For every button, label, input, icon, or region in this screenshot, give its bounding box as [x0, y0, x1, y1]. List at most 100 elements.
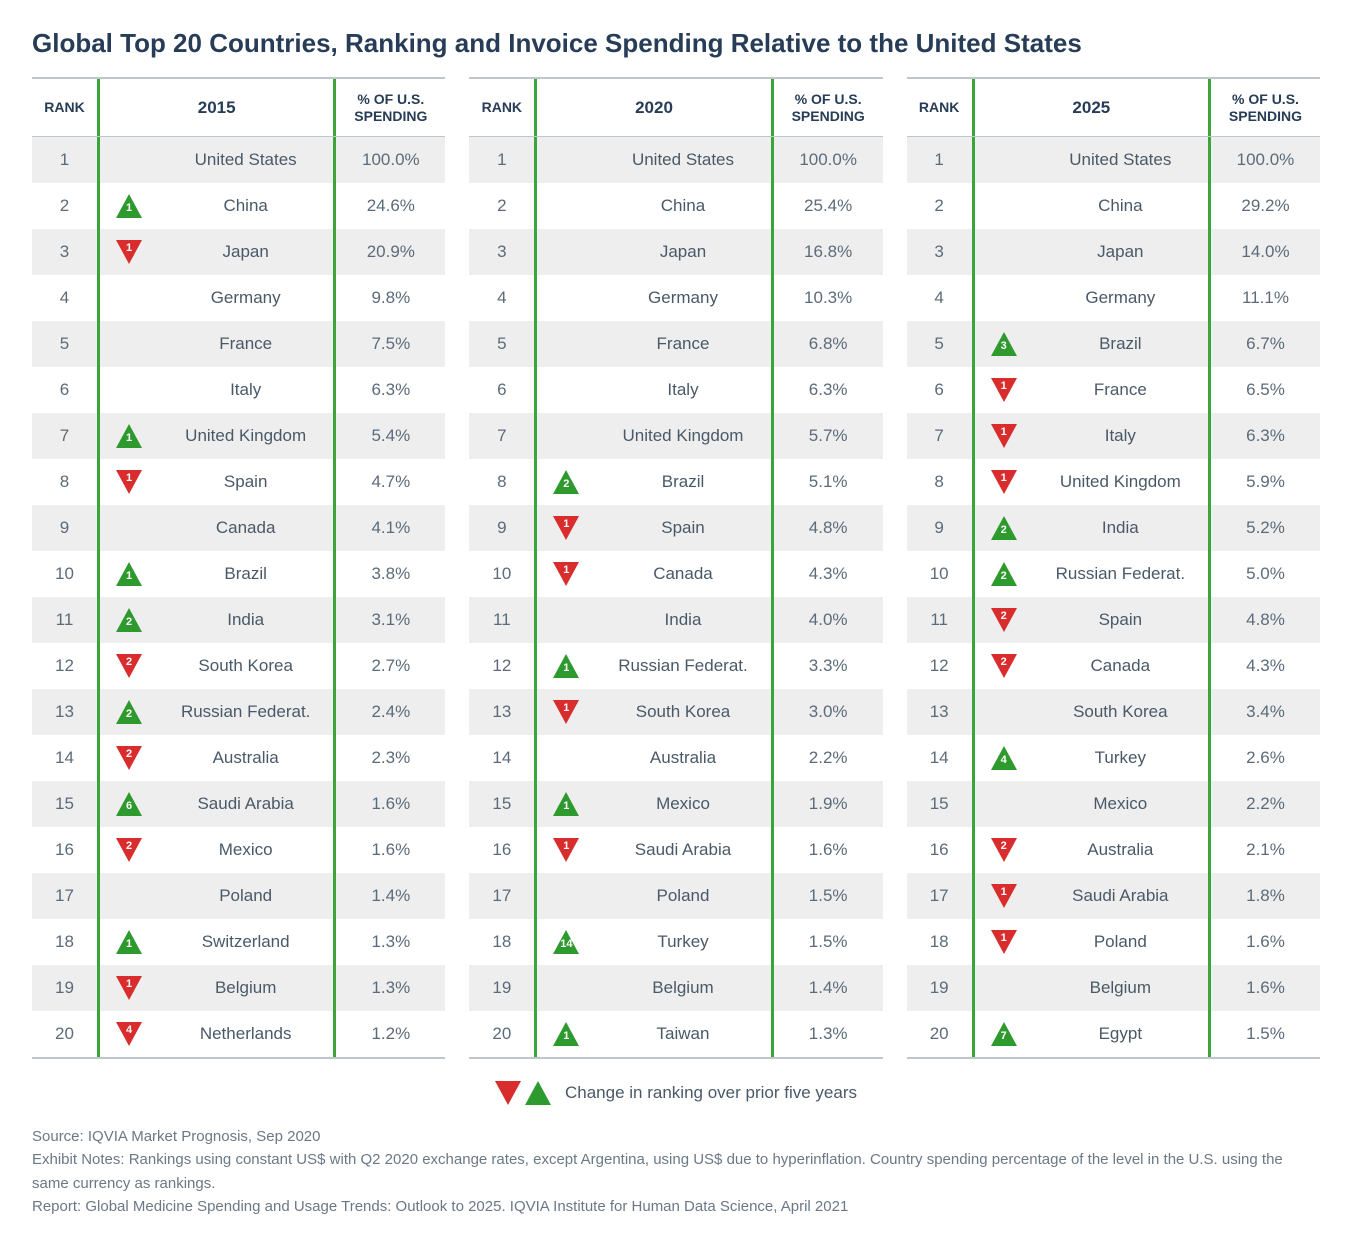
rank-delta: 4: [116, 1025, 142, 1036]
rank-delta: 2: [116, 657, 142, 668]
col-header-year: 2015: [100, 79, 333, 136]
cell-pct: 2.2%: [1208, 781, 1320, 827]
cell-change: 1: [975, 459, 1033, 505]
cell-rank: 13: [907, 689, 975, 735]
rank-delta: 1: [553, 841, 579, 852]
table-row: 15Mexico2.2%: [907, 781, 1320, 827]
cell-country: Australia: [595, 735, 770, 781]
cell-country: Italy: [158, 367, 333, 413]
rank-down-icon: 1: [991, 884, 1017, 908]
cell-country: Saudi Arabia: [158, 781, 333, 827]
cell-pct: 1.6%: [1208, 965, 1320, 1011]
cell-pct: 1.6%: [333, 827, 445, 873]
cell-pct: 5.7%: [771, 413, 883, 459]
cell-change: 1: [100, 459, 158, 505]
cell-pct: 4.0%: [771, 597, 883, 643]
cell-change: [100, 137, 158, 183]
rank-up-icon: 1: [553, 792, 579, 816]
cell-country: Russian Federat.: [595, 643, 770, 689]
rank-delta: 1: [116, 433, 142, 444]
cell-change: 7: [975, 1011, 1033, 1057]
cell-rank: 12: [907, 643, 975, 689]
cell-change: 1: [100, 919, 158, 965]
cell-change: 2: [537, 459, 595, 505]
rank-up-icon: 6: [116, 792, 142, 816]
rank-delta: 1: [553, 565, 579, 576]
rank-down-icon: 1: [116, 976, 142, 1000]
cell-change: 1: [537, 781, 595, 827]
cell-rank: 2: [907, 183, 975, 229]
table-row: 1814Turkey1.5%: [469, 919, 882, 965]
cell-change: 1: [537, 505, 595, 551]
cell-country: Brazil: [1033, 321, 1208, 367]
rank-delta: 1: [116, 939, 142, 950]
table-row: 3Japan16.8%: [469, 229, 882, 275]
cell-pct: 1.2%: [333, 1011, 445, 1057]
cell-country: India: [595, 597, 770, 643]
cell-rank: 17: [907, 873, 975, 919]
table-row: 31Japan20.9%: [32, 229, 445, 275]
cell-rank: 20: [32, 1011, 100, 1057]
cell-country: India: [158, 597, 333, 643]
cell-pct: 20.9%: [333, 229, 445, 275]
cell-change: [975, 781, 1033, 827]
rank-delta: 2: [991, 571, 1017, 582]
cell-country: United States: [158, 137, 333, 183]
cell-rank: 14: [907, 735, 975, 781]
table-row: 181Switzerland1.3%: [32, 919, 445, 965]
cell-rank: 15: [469, 781, 537, 827]
rank-delta: 2: [116, 841, 142, 852]
cell-change: 1: [975, 919, 1033, 965]
table-row: 71United Kingdom5.4%: [32, 413, 445, 459]
rank-down-icon: 1: [553, 562, 579, 586]
cell-change: 1: [100, 183, 158, 229]
cell-change: 2: [975, 643, 1033, 689]
cell-pct: 4.8%: [1208, 597, 1320, 643]
table-row: 171Saudi Arabia1.8%: [907, 873, 1320, 919]
cell-rank: 19: [32, 965, 100, 1011]
table-row: 102Russian Federat.5.0%: [907, 551, 1320, 597]
cell-pct: 6.7%: [1208, 321, 1320, 367]
cell-change: 1: [100, 413, 158, 459]
table-row: 4Germany11.1%: [907, 275, 1320, 321]
rank-up-icon: 2: [991, 562, 1017, 586]
table-row: 9Canada4.1%: [32, 505, 445, 551]
cell-rank: 7: [469, 413, 537, 459]
cell-pct: 3.8%: [333, 551, 445, 597]
table-row: 61France6.5%: [907, 367, 1320, 413]
cell-pct: 29.2%: [1208, 183, 1320, 229]
rank-delta: 1: [553, 703, 579, 714]
table-row: 19Belgium1.4%: [469, 965, 882, 1011]
cell-country: France: [595, 321, 770, 367]
table-row: 6Italy6.3%: [469, 367, 882, 413]
cell-change: [975, 689, 1033, 735]
cell-rank: 8: [469, 459, 537, 505]
cell-rank: 10: [907, 551, 975, 597]
cell-rank: 16: [32, 827, 100, 873]
cell-rank: 14: [32, 735, 100, 781]
col-header-pct: % OF U.S. SPENDING: [1208, 79, 1320, 136]
cell-country: United Kingdom: [1033, 459, 1208, 505]
cell-rank: 11: [907, 597, 975, 643]
cell-country: China: [595, 183, 770, 229]
cell-change: [537, 413, 595, 459]
rank-delta: 2: [116, 749, 142, 760]
cell-rank: 9: [907, 505, 975, 551]
cell-country: Australia: [158, 735, 333, 781]
cell-change: [100, 321, 158, 367]
rank-delta: 3: [991, 341, 1017, 352]
table-header: RANK2015% OF U.S. SPENDING: [32, 79, 445, 137]
cell-change: 1: [537, 551, 595, 597]
cell-rank: 5: [469, 321, 537, 367]
table-row: 19Belgium1.6%: [907, 965, 1320, 1011]
cell-rank: 5: [32, 321, 100, 367]
cell-change: 2: [100, 689, 158, 735]
cell-rank: 10: [469, 551, 537, 597]
cell-rank: 15: [32, 781, 100, 827]
table-row: 112India3.1%: [32, 597, 445, 643]
legend-text: Change in ranking over prior five years: [565, 1083, 857, 1103]
cell-change: [975, 137, 1033, 183]
cell-country: China: [158, 183, 333, 229]
cell-pct: 100.0%: [771, 137, 883, 183]
cell-change: 1: [537, 1011, 595, 1057]
